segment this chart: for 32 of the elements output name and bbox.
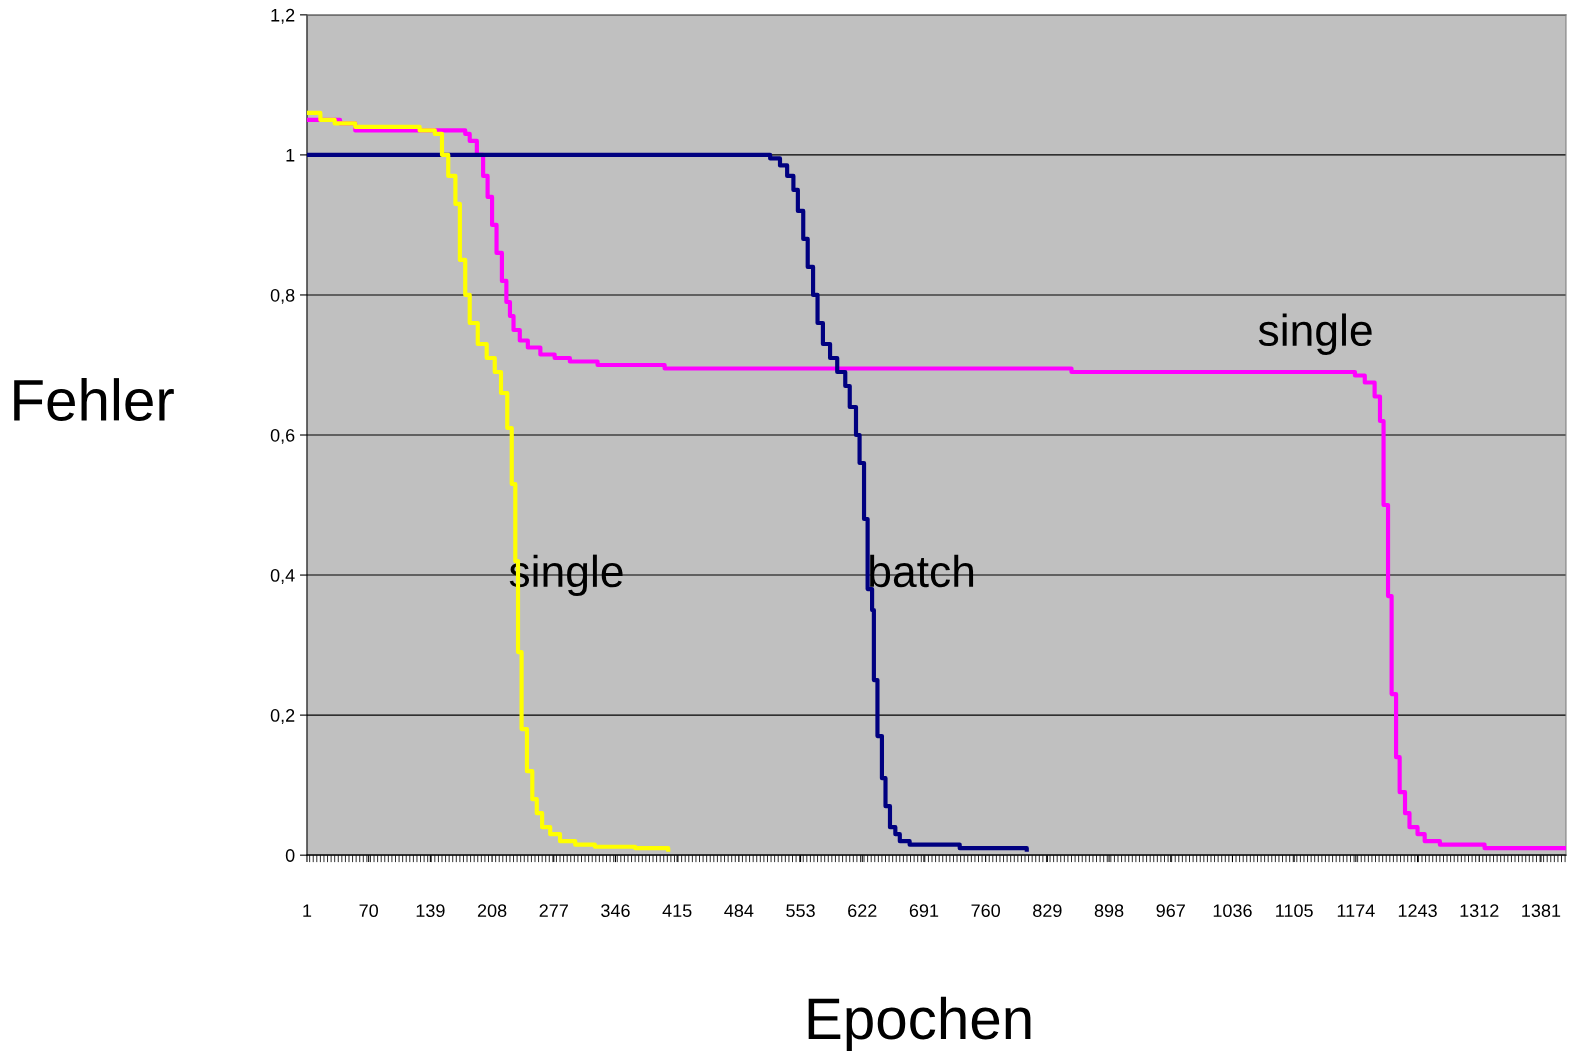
x-tick-label: 829 xyxy=(1033,904,1062,918)
x-tick-label: 208 xyxy=(477,904,507,918)
x-tick-label: 760 xyxy=(971,904,1001,918)
y-tick-label: 1 xyxy=(286,149,295,162)
x-tick-label: 1 xyxy=(303,904,312,917)
x-tick-label: 1243 xyxy=(1398,904,1437,918)
x-tick-label: 139 xyxy=(416,904,445,918)
x-tick-label: 1036 xyxy=(1213,904,1252,918)
x-tick-label: 691 xyxy=(909,904,939,918)
y-tick-label: 0,4 xyxy=(270,569,295,584)
x-tick-label: 1312 xyxy=(1460,904,1499,918)
x-tick-label: 415 xyxy=(662,904,692,918)
x-tick-label: 277 xyxy=(539,904,568,917)
x-tick-label: 1381 xyxy=(1522,904,1561,918)
x-axis-title: Epochen xyxy=(808,996,1031,1052)
x-tick-label: 1174 xyxy=(1337,904,1375,917)
x-tick-label: 484 xyxy=(724,904,754,918)
y-tick-label: 0,2 xyxy=(270,709,295,724)
series-label: batch xyxy=(870,554,974,588)
y-axis-title: Fehler xyxy=(14,378,174,421)
x-tick-label: 622 xyxy=(848,904,877,918)
y-tick-label: 0,8 xyxy=(270,288,295,304)
x-tick-label: 967 xyxy=(1156,904,1185,918)
x-tick-label: 1105 xyxy=(1276,904,1313,918)
x-tick-label: 70 xyxy=(359,904,379,918)
y-tick-label: 1,2 xyxy=(271,8,295,24)
y-tick-label: 0,6 xyxy=(270,428,295,444)
y-tick-label: 0 xyxy=(285,849,295,862)
x-tick-label: 898 xyxy=(1094,904,1124,918)
x-tick-label: 553 xyxy=(786,904,815,918)
x-tick-label: 346 xyxy=(601,904,630,918)
series-label: single xyxy=(1258,313,1372,355)
